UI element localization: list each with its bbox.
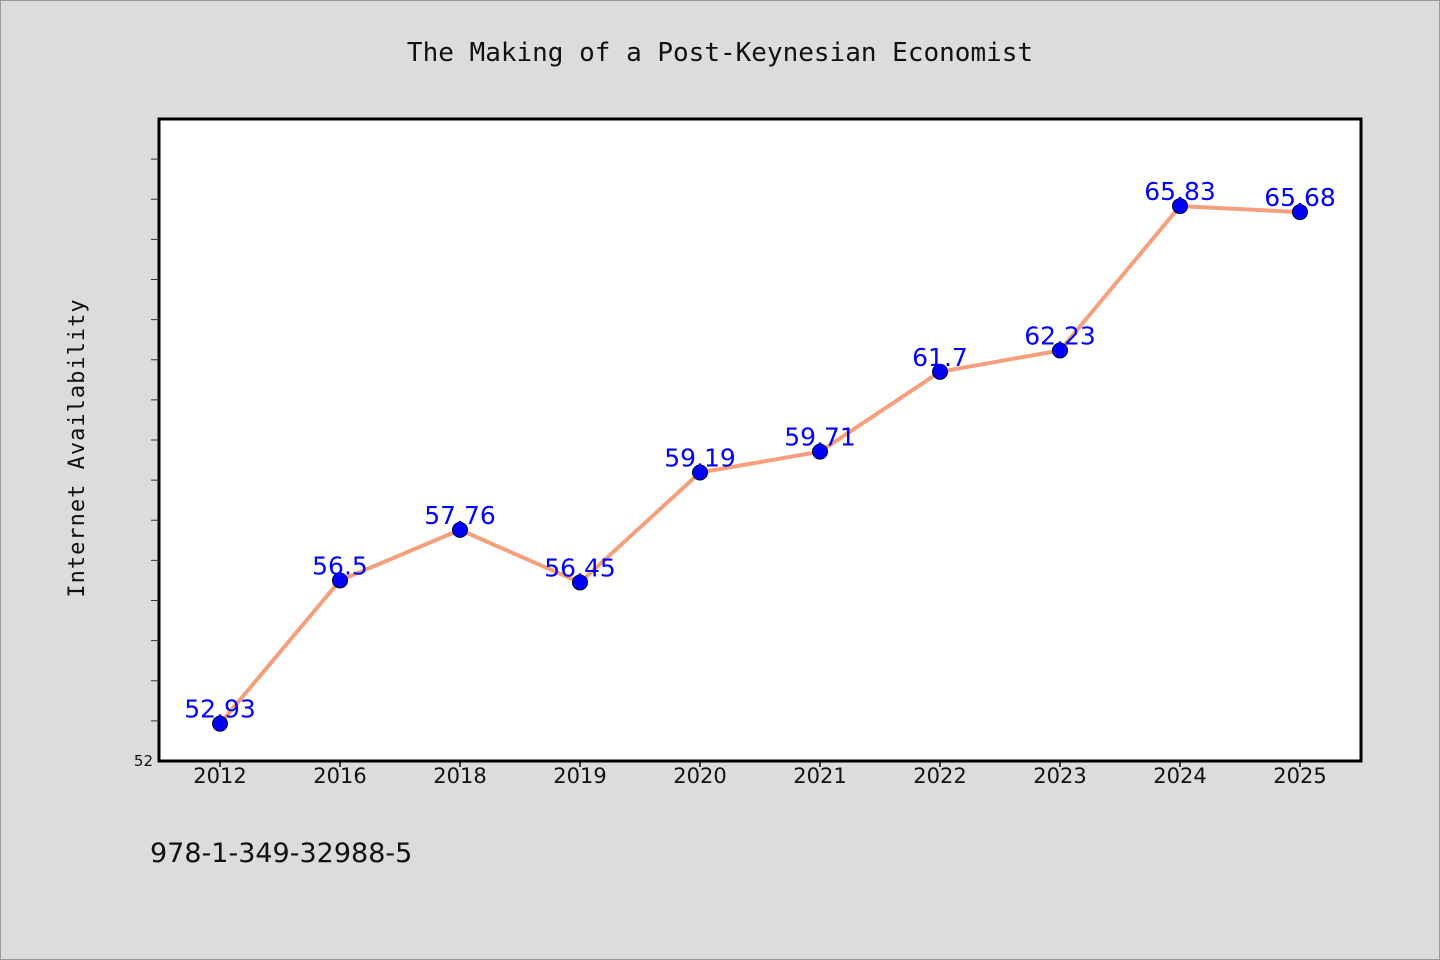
data-label: 62.23	[1024, 322, 1096, 351]
isbn-text: 978-1-349-32988-5	[150, 838, 412, 869]
y-tick-label: 52	[134, 752, 153, 770]
x-tick-label: 2024	[1153, 764, 1206, 788]
series-line	[218, 204, 1301, 725]
axis-ticks: 52 2012 2016 2018 2019 2020 2021 2022 2023 2024 20…	[134, 158, 1327, 788]
x-tick-label: 2020	[673, 764, 726, 788]
data-label: 59.19	[664, 444, 736, 473]
chart-title: The Making of a Post-Keynesian Economist	[407, 38, 1033, 68]
data-point	[332, 572, 348, 589]
data-label: 65.68	[1264, 183, 1336, 212]
data-point	[452, 521, 468, 538]
data-label: 57.76	[424, 501, 496, 530]
data-point	[212, 715, 228, 732]
x-tick-label: 2012	[193, 764, 246, 788]
x-tick-label: 2021	[793, 764, 846, 788]
data-point	[1052, 342, 1068, 359]
data-label: 61.7	[912, 343, 968, 372]
x-tick-label: 2018	[433, 764, 486, 788]
data-labels: 52.93 56.5 57.76 56.45 59.19 59.71 61.7 62.23 65…	[184, 177, 1336, 724]
x-tick-label: 2022	[913, 764, 966, 788]
data-label: 65.83	[1144, 177, 1216, 206]
data-point	[692, 464, 708, 481]
x-tick-label: 2016	[313, 764, 366, 788]
plot-area	[157, 117, 1363, 763]
data-label: 52.93	[184, 695, 256, 724]
x-tick-label: 2019	[553, 764, 606, 788]
y-axis-label: Internet Availability	[65, 298, 90, 597]
x-tick-label: 2023	[1033, 764, 1086, 788]
data-label: 59.71	[784, 423, 856, 452]
data-point	[1292, 204, 1308, 221]
data-point	[932, 363, 948, 380]
x-tick-label: 2025	[1273, 764, 1326, 788]
data-point	[1172, 198, 1188, 215]
data-point	[572, 574, 588, 591]
data-label: 56.5	[312, 551, 368, 580]
data-label: 56.45	[544, 553, 616, 582]
series-layer	[212, 198, 1308, 732]
data-point	[812, 443, 828, 460]
